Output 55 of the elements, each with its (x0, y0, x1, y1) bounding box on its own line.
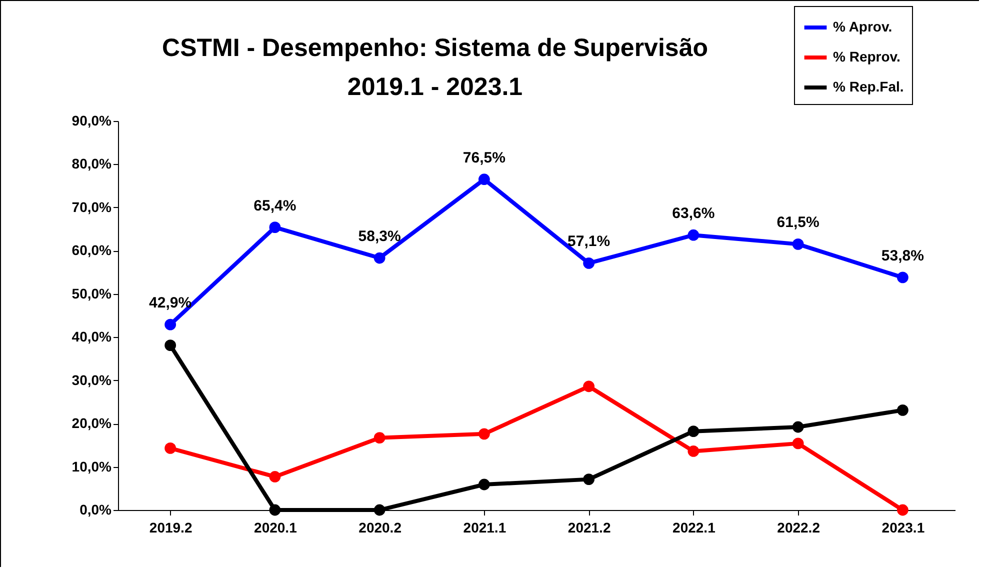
point (269, 504, 281, 516)
data-label: 57,1% (568, 233, 610, 250)
y-tick-label: 70,0% (72, 198, 112, 215)
legend-label: % Reprov. (833, 48, 900, 64)
chart-subtitle: 2019.1 - 2023.1 (347, 73, 523, 101)
point (583, 474, 595, 485)
y-tick-label: 10,0% (72, 458, 112, 474)
point (164, 340, 176, 352)
x-tick-label: 2020.2 (358, 520, 402, 536)
point (583, 380, 595, 392)
y-tick-label: 80,0% (72, 156, 112, 172)
point (688, 229, 700, 241)
y-tick-label: 0,0% (80, 502, 112, 518)
point (164, 442, 176, 454)
point (269, 222, 281, 234)
data-label: 53,8% (881, 247, 924, 264)
point (583, 258, 595, 269)
legend-label: % Aprov. (833, 18, 892, 34)
point (896, 404, 908, 416)
data-label: 58,3% (358, 228, 401, 246)
x-tick-label: 2022.2 (777, 520, 820, 536)
chart-title: CSTMI - Desempenho: Sistema de Supervisão (162, 34, 708, 62)
x-tick-label: 2019.2 (149, 520, 192, 536)
point (792, 421, 804, 433)
point (478, 428, 490, 440)
x-tick-label: 2021.2 (568, 520, 611, 536)
x-tick-label: 2022.1 (672, 520, 716, 536)
point (792, 438, 804, 450)
data-label: 61,5% (776, 214, 820, 232)
x-tick-label: 2021.1 (463, 520, 506, 536)
x-tick-label: 2020.1 (254, 520, 298, 536)
data-label: 65,4% (254, 197, 296, 214)
point (269, 471, 281, 482)
x-tick-label: 2023.1 (882, 520, 925, 536)
point (374, 252, 386, 264)
point (478, 174, 490, 186)
y-tick-label: 60,0% (72, 242, 112, 258)
point (374, 504, 386, 516)
point (896, 504, 908, 516)
legend-label: % Rep.Fal. (833, 78, 904, 94)
point (792, 238, 804, 250)
point (688, 426, 700, 438)
point (688, 446, 700, 457)
y-tick-label: 90,0% (72, 112, 112, 128)
y-tick-label: 50,0% (72, 285, 112, 302)
point (374, 432, 386, 444)
data-label: 76,5% (462, 149, 506, 166)
point (896, 272, 908, 284)
y-tick-label: 30,0% (72, 372, 112, 388)
data-label: 63,6% (672, 205, 715, 222)
y-tick-label: 20,0% (72, 415, 112, 432)
point (164, 318, 176, 330)
point (478, 478, 490, 490)
data-label: 42,9% (149, 294, 192, 312)
y-tick-label: 40,0% (72, 328, 112, 345)
